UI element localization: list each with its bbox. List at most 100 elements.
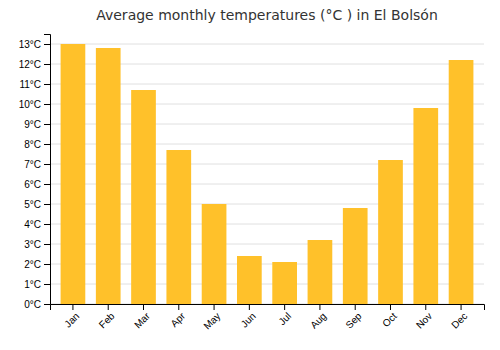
y-tick-mark (44, 144, 50, 145)
y-tick-label: 7°C (24, 159, 41, 170)
y-tick-label: 4°C (24, 219, 41, 230)
y-tick-label: 13°C (19, 39, 41, 50)
y-tick-label: 5°C (24, 199, 41, 210)
x-tick-mark (284, 304, 285, 310)
y-tick-mark (44, 84, 50, 85)
y-tick-label: 6°C (24, 179, 41, 190)
y-tick-mark (44, 204, 50, 205)
x-tick-label: Jun (239, 310, 258, 329)
x-tick-label: Jan (62, 310, 81, 329)
x-tick-label: Mar (132, 310, 152, 330)
y-tick-label: 12°C (19, 59, 41, 70)
bar (272, 262, 297, 304)
bar (237, 256, 262, 304)
x-tick: Nov (414, 304, 434, 331)
x-tick-mark (214, 304, 215, 310)
y-tick-mark (44, 44, 50, 45)
grid-line (50, 44, 484, 45)
bars (61, 44, 474, 304)
y-tick: 10°C (19, 99, 50, 110)
y-tick: 2°C (24, 259, 50, 270)
x-tick-label: Dec (449, 310, 469, 330)
bar (61, 44, 86, 304)
x-tick-label: Oct (380, 310, 399, 329)
x-tick: Mar (132, 304, 152, 330)
y-tick-mark (44, 304, 50, 305)
x-tick-label: Apr (168, 310, 187, 329)
y-tick-mark (44, 64, 50, 65)
bar (449, 60, 474, 304)
y-tick-mark (44, 124, 50, 125)
x-tick: Feb (97, 304, 117, 330)
y-axis-line (44, 35, 51, 305)
x-tick-mark (319, 304, 320, 310)
x-tick: Jul (276, 304, 293, 327)
x-tick-mark (461, 304, 462, 310)
x-axis: Jan Feb Mar Apr May Jun Jul Aug Sep Oct Nov Dec (51, 304, 485, 332)
x-tick-label: Nov (414, 310, 434, 330)
y-tick-mark (44, 184, 50, 185)
x-tick-label: Jul (276, 310, 293, 327)
x-tick-mark (72, 304, 73, 310)
x-tick-mark (355, 304, 356, 310)
x-tick-mark (390, 304, 391, 310)
bar (166, 150, 191, 304)
title: Average monthly temperatures (°C ) in El… (96, 7, 438, 23)
x-tick: Apr (168, 304, 187, 329)
x-tick: Jun (239, 304, 258, 330)
bar (413, 108, 438, 304)
y-tick-label: 2°C (24, 259, 41, 270)
x-tick-mark (108, 304, 109, 310)
x-tick-label: Aug (308, 310, 328, 330)
y-tick-label: 9°C (24, 119, 41, 130)
y-tick-label: 1°C (24, 279, 41, 290)
bar (378, 160, 403, 304)
y-tick-mark (44, 224, 50, 225)
x-tick-mark (425, 304, 426, 310)
y-tick-label: 3°C (24, 239, 41, 250)
x-tick: Jan (62, 304, 81, 330)
x-tick-mark (249, 304, 250, 310)
bar (96, 48, 121, 304)
y-tick-mark (44, 164, 50, 165)
x-tick-mark (143, 304, 144, 310)
y-tick: 5°C (24, 199, 50, 210)
grid (50, 44, 484, 304)
y-tick: 8°C (24, 139, 50, 150)
chart: 0°C 1°C 2°C 3°C 4°C 5°C 6°C 7°C 8°C 9°C 10°C 11°C 12… (0, 0, 500, 350)
bar (343, 208, 368, 304)
y-tick: 11°C (19, 79, 50, 90)
y-tick-mark (44, 284, 50, 285)
y-tick: 3°C (24, 239, 50, 250)
x-tick: Dec (449, 304, 469, 331)
y-tick: 1°C (24, 279, 50, 290)
y-tick: 4°C (24, 219, 50, 230)
y-tick: 13°C (19, 39, 50, 50)
y-tick: 0°C (24, 299, 50, 310)
y-tick: 12°C (19, 59, 50, 70)
x-tick: Oct (380, 304, 399, 329)
x-tick-mark (178, 304, 179, 310)
x-tick-label: Feb (97, 310, 117, 330)
y-axis: 0°C 1°C 2°C 3°C 4°C 5°C 6°C 7°C 8°C 9°C 10°C 11°C 12… (19, 35, 51, 310)
y-tick-mark (44, 104, 50, 105)
x-tick: Aug (308, 304, 328, 331)
x-axis-line (51, 305, 485, 311)
x-tick-label: Sep (343, 310, 364, 331)
y-tick-label: 0°C (24, 299, 41, 310)
y-tick: 7°C (24, 159, 50, 170)
y-tick-mark (44, 264, 50, 265)
x-tick: May (201, 304, 222, 332)
y-tick-label: 10°C (19, 99, 41, 110)
bar (308, 240, 333, 304)
bar (202, 204, 227, 304)
y-tick-mark (44, 244, 50, 245)
y-tick: 6°C (24, 179, 50, 190)
plot: 0°C 1°C 2°C 3°C 4°C 5°C 6°C 7°C 8°C 9°C 10°C 11°C 12… (19, 35, 485, 332)
bar (131, 90, 156, 304)
x-tick: Sep (343, 304, 364, 331)
y-tick: 9°C (24, 119, 50, 130)
x-tick-label: May (201, 310, 222, 331)
y-tick-label: 11°C (19, 79, 41, 90)
y-tick-label: 8°C (24, 139, 41, 150)
